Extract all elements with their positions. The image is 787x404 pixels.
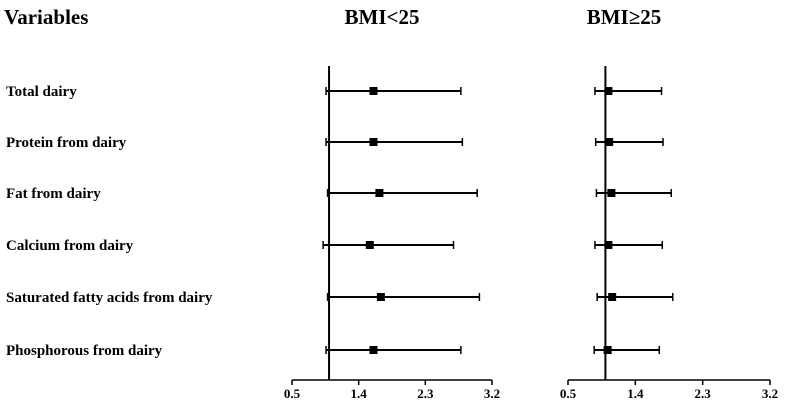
point-estimate — [369, 87, 378, 95]
variable-label: Phosphorous from dairy — [6, 343, 163, 359]
row-header: Variables — [4, 5, 88, 29]
point-estimate — [376, 293, 385, 301]
panel-title: BMI≥25 — [587, 5, 662, 29]
panel: BMI<25 0.5 1.4 2.3 3.2 — [284, 5, 500, 401]
x-tick-label: 0.5 — [284, 386, 301, 401]
variable-label: Fat from dairy — [6, 186, 101, 202]
point-estimate — [604, 241, 613, 249]
variable-label: Protein from dairy — [6, 135, 127, 151]
x-tick-label: 2.3 — [695, 386, 712, 401]
x-tick-label: 3.2 — [762, 386, 778, 401]
point-estimate — [603, 346, 612, 354]
point-estimate — [369, 138, 378, 146]
x-tick-label: 1.4 — [627, 386, 644, 401]
point-estimate — [369, 346, 378, 354]
x-tick-label: 3.2 — [484, 386, 500, 401]
variable-label: Total dairy — [6, 84, 77, 100]
x-tick-label: 2.3 — [417, 386, 434, 401]
point-estimate — [607, 189, 616, 197]
variable-labels: Total dairy Protein from dairy Fat from da… — [6, 84, 213, 359]
point-estimate — [375, 189, 384, 197]
panel: BMI≥25 0.5 1.4 2.3 3.2 — [560, 5, 778, 401]
x-tick-label: 0.5 — [560, 386, 577, 401]
variable-label: Saturated fatty acids from dairy — [6, 290, 213, 306]
point-estimate — [604, 87, 613, 95]
x-tick-label: 1.4 — [351, 386, 368, 401]
panels: BMI<25 0.5 1.4 2.3 3.2 BMI≥25 0.5 1.4 2.3 3.2 — [284, 5, 778, 401]
point-estimate — [605, 138, 614, 146]
panel-title: BMI<25 — [345, 5, 420, 29]
variable-label: Calcium from dairy — [6, 238, 134, 254]
point-estimate — [608, 293, 617, 301]
point-estimate — [365, 241, 374, 249]
